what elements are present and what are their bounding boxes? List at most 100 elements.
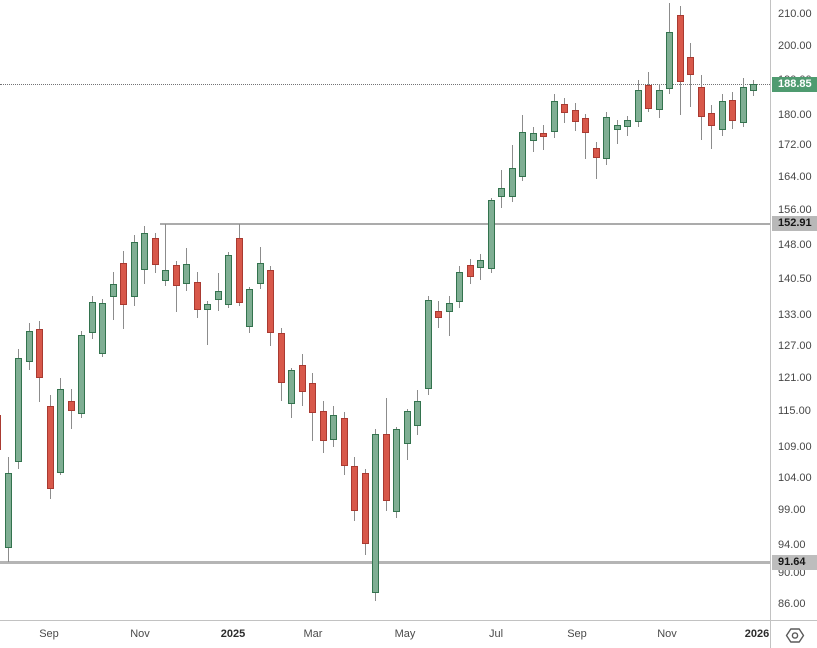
candle-up xyxy=(613,125,621,130)
candle-up xyxy=(550,101,558,132)
candle-down xyxy=(708,112,715,127)
candle-up xyxy=(666,32,673,89)
candle-down xyxy=(340,417,348,466)
price-line-current-price xyxy=(0,83,770,85)
candle-up xyxy=(288,370,295,404)
time-tick-month-label: Jul xyxy=(488,628,504,640)
candle-down xyxy=(687,57,694,75)
candle-up xyxy=(424,300,432,390)
price-level-badge: 91.64 xyxy=(772,554,817,570)
candle-up xyxy=(487,199,495,269)
candle-wick xyxy=(616,119,618,144)
candle-up xyxy=(183,263,190,285)
axis-corner xyxy=(770,620,817,648)
candle-up xyxy=(655,89,663,111)
price-tick-label: 140.50 xyxy=(778,273,812,286)
price-axis[interactable]: 210.00200.00190.00180.00172.00164.00156.… xyxy=(770,0,817,620)
candle-up xyxy=(445,303,453,312)
price-tick-label: 86.00 xyxy=(778,597,806,610)
candle-down xyxy=(36,329,43,378)
candle-up xyxy=(603,116,610,160)
candle-down xyxy=(582,118,589,133)
candle-up xyxy=(739,87,747,124)
price-tick-label: 115.00 xyxy=(778,405,811,418)
candle-up xyxy=(99,303,106,354)
candle-up xyxy=(718,101,726,130)
time-axis[interactable]: Sep Nov 2025 Mar May Jul Sep Nov 2026 xyxy=(0,620,770,648)
time-tick-month-label: May xyxy=(394,628,416,640)
current-price-badge: 188.85 xyxy=(772,76,817,92)
price-tick-label: 164.00 xyxy=(778,170,812,183)
price-tick-label: 99.00 xyxy=(778,504,806,517)
price-tick-label: 121.00 xyxy=(778,371,812,384)
candle-up xyxy=(372,434,379,593)
candle-up xyxy=(25,331,33,363)
candle-up xyxy=(750,84,757,91)
price-tick-label: 180.00 xyxy=(778,109,812,122)
price-tick-label: 200.00 xyxy=(778,39,812,52)
candle-down xyxy=(309,382,316,413)
price-tick-label: 156.00 xyxy=(778,203,812,216)
price-tick-label: 133.00 xyxy=(778,309,812,322)
candle-up xyxy=(225,254,232,306)
candle-down xyxy=(235,238,243,304)
candle-wick xyxy=(595,142,597,180)
candle-down xyxy=(193,281,201,310)
time-tick-month-label: Mar xyxy=(303,628,323,640)
candle-up xyxy=(4,473,12,549)
candle-up xyxy=(519,131,526,177)
candle-down xyxy=(676,14,684,82)
candle-down xyxy=(298,364,306,393)
price-tick-label: 104.00 xyxy=(778,471,812,484)
candle-down xyxy=(361,472,369,544)
candle-up xyxy=(498,187,505,198)
price-tick-label: 210.00 xyxy=(778,7,812,20)
candle-down xyxy=(120,262,127,306)
candle-down xyxy=(351,465,358,511)
price-tick-label: 172.00 xyxy=(778,139,812,152)
candle-up xyxy=(214,291,222,301)
price-tick-label: 94.00 xyxy=(778,538,806,551)
candle-down xyxy=(172,264,180,287)
chart-plot-area[interactable] xyxy=(0,0,770,620)
time-tick-year-label: 2025 xyxy=(220,628,246,640)
price-tick-label: 109.00 xyxy=(778,440,812,453)
candle-up xyxy=(414,400,421,427)
candle-down xyxy=(592,148,600,159)
candle-up xyxy=(57,389,64,473)
candle-down xyxy=(0,414,1,451)
candle-down xyxy=(151,238,159,265)
candle-down xyxy=(382,434,390,502)
candle-up xyxy=(162,269,169,282)
candle-down xyxy=(46,405,54,489)
candle-down xyxy=(277,332,285,384)
price-line-level-low xyxy=(0,560,770,564)
candle-down xyxy=(561,104,568,113)
time-tick-month-label: Sep xyxy=(567,628,587,640)
candle-down xyxy=(466,264,474,278)
price-tick-label: 148.00 xyxy=(778,238,812,251)
price-line-level-high xyxy=(160,222,770,225)
candle-up xyxy=(477,259,484,268)
price-scale-settings-button[interactable] xyxy=(785,627,805,644)
candle-up xyxy=(634,89,642,122)
time-tick-month-label: Sep xyxy=(39,628,59,640)
candle-up xyxy=(624,119,631,127)
candle-wick xyxy=(165,223,166,287)
candle-wick xyxy=(543,125,544,151)
candle-down xyxy=(729,99,736,122)
candle-down xyxy=(571,110,579,122)
price-level-badge: 152.91 xyxy=(772,216,817,232)
candle-wick xyxy=(690,43,691,108)
candle-down xyxy=(67,400,75,411)
candle-wick xyxy=(448,296,450,337)
candle-up xyxy=(529,132,537,141)
candle-down xyxy=(540,132,547,137)
candle-wick xyxy=(711,104,712,150)
candle-up xyxy=(403,410,411,444)
time-tick-month-label: Nov xyxy=(130,628,150,640)
gear-icon xyxy=(785,627,804,643)
candle-up xyxy=(109,284,117,298)
candle-wick xyxy=(175,261,177,312)
